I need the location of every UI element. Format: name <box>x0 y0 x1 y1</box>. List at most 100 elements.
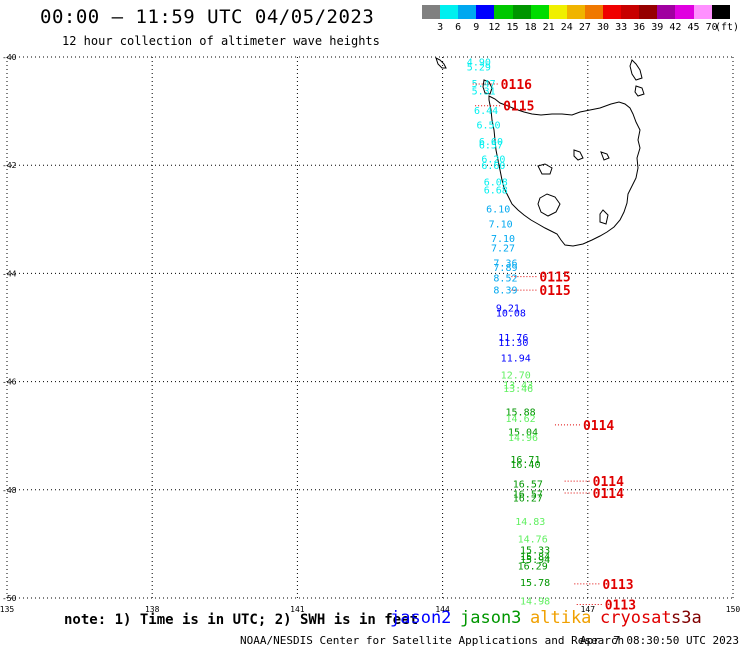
color-scale-swatch <box>621 5 640 19</box>
color-scale-label: 24 <box>560 22 573 33</box>
color-scale-swatch <box>657 5 676 19</box>
swh-value: 7.36 <box>493 259 517 270</box>
wave-height-observations: 4.905.295.475.316.446.506.606.576.206.60… <box>467 57 550 607</box>
pass-time-label: 0114 <box>593 487 624 502</box>
color-scale-swatch <box>693 5 713 19</box>
color-scale-swatch <box>548 5 568 19</box>
king-island <box>435 57 447 69</box>
color-scale-label: 15 <box>506 22 519 33</box>
swh-value: 7.10 <box>491 234 515 245</box>
swh-value: 16.40 <box>510 460 540 471</box>
swh-value: 15.33 <box>520 545 550 556</box>
pass-time-label: 0114 <box>583 419 614 434</box>
page-title: 00:00 – 11:59 UTC 04/05/2023 <box>40 6 375 28</box>
lat-label: -48 <box>2 486 17 495</box>
pass-time-label: 0113 <box>602 578 633 593</box>
lake-st-clair <box>537 163 553 175</box>
satellite-s3a: s3a <box>671 608 702 628</box>
swh-value: 15.88 <box>506 407 536 418</box>
swh-value: 16.27 <box>513 493 543 504</box>
lat-label: -40 <box>2 53 17 62</box>
bruny-island <box>599 209 609 225</box>
pass-time-label: 0114 <box>593 475 624 490</box>
color-scale-label: 33 <box>615 22 628 33</box>
schouten-island <box>600 151 610 161</box>
swh-value: 15.78 <box>520 578 550 589</box>
color-scale-label: 42 <box>669 22 682 33</box>
swh-value: 6.44 <box>474 106 498 117</box>
lat-label: -50 <box>2 594 17 603</box>
color-scale-swatch <box>512 5 532 19</box>
swh-value: 11.94 <box>501 353 531 364</box>
lon-label: 138 <box>145 605 160 614</box>
pass-time-label: 0115 <box>539 271 570 286</box>
graticule <box>6 56 734 599</box>
swh-value: 5.31 <box>472 87 496 98</box>
tasmania-coastline <box>435 57 645 247</box>
swh-value: 14.96 <box>508 433 538 444</box>
tasmania-mainland <box>488 95 641 247</box>
lake-gordon <box>537 193 561 217</box>
lat-label: -46 <box>2 378 17 387</box>
lat-label: -42 <box>2 161 17 170</box>
color-scale-swatch <box>675 5 694 19</box>
page-subtitle: 12 hour collection of altimeter wave hei… <box>62 34 380 48</box>
swh-value: 8.39 <box>493 286 517 297</box>
swh-value: 6.68 <box>484 186 508 197</box>
satellite-jason3: jason3 <box>460 608 522 628</box>
swh-value: 14.83 <box>515 517 545 528</box>
color-scale-swatch <box>440 5 459 19</box>
swh-value: 5.29 <box>467 63 491 74</box>
color-scale-label: 12 <box>488 22 501 33</box>
color-scale-label: 9 <box>473 22 480 33</box>
swh-value: 12.70 <box>501 371 531 382</box>
swh-value: 15.84 <box>520 552 550 563</box>
flinders-island <box>629 59 643 81</box>
color-scale-label: 18 <box>524 22 537 33</box>
swh-value: 6.20 <box>481 155 505 166</box>
color-scale-swatch <box>566 5 586 19</box>
swh-value: 16.71 <box>510 455 540 466</box>
color-scale-label: 36 <box>633 22 646 33</box>
color-scale-swatch <box>711 5 731 19</box>
lon-label: 150 <box>726 605 740 614</box>
pass-time-label: 0115 <box>539 284 570 299</box>
swh-value: 6.08 <box>484 177 508 188</box>
color-scale-swatch <box>494 5 513 19</box>
footer-credit: NOAA/NESDIS Center for Satellite Applica… <box>240 634 625 647</box>
color-scale-swatch <box>422 5 441 19</box>
swh-value: 11.30 <box>498 338 528 349</box>
lat-label: -44 <box>2 269 17 278</box>
swh-value: 16.57 <box>513 479 543 490</box>
color-scale-swatch <box>603 5 622 19</box>
swh-value: 14.98 <box>520 597 550 608</box>
maria-island <box>573 149 584 161</box>
swh-value: 14.76 <box>518 534 548 545</box>
swh-value: 6.50 <box>476 121 500 132</box>
swh-value: 13.46 <box>503 384 533 395</box>
hunter-island <box>482 79 493 95</box>
swh-value: 7.27 <box>491 243 515 254</box>
color-scale-label: 39 <box>651 22 664 33</box>
satellite-jason2: jason2 <box>390 608 452 628</box>
swh-value: 5.47 <box>472 79 496 90</box>
pass-time-label: 0116 <box>501 78 532 93</box>
longitude-labels: 135 138 141 144 147 150 <box>0 605 740 614</box>
swh-value: 13.43 <box>503 380 533 391</box>
lon-label: 144 <box>435 605 450 614</box>
swh-value: 10.08 <box>496 308 526 319</box>
swh-value: 15.04 <box>508 427 538 438</box>
lon-label: 135 <box>0 605 14 614</box>
cape-barren-island <box>634 85 645 97</box>
swh-value: 11.76 <box>498 333 528 344</box>
color-scale-label: 30 <box>596 22 610 33</box>
swh-value: 6.57 <box>479 141 503 152</box>
lon-label: 147 <box>581 605 596 614</box>
color-scale-swatch <box>458 5 477 19</box>
color-scale-label: 45 <box>687 22 700 33</box>
swh-value: 6.60 <box>481 161 505 172</box>
swh-value: 6.60 <box>479 137 503 148</box>
